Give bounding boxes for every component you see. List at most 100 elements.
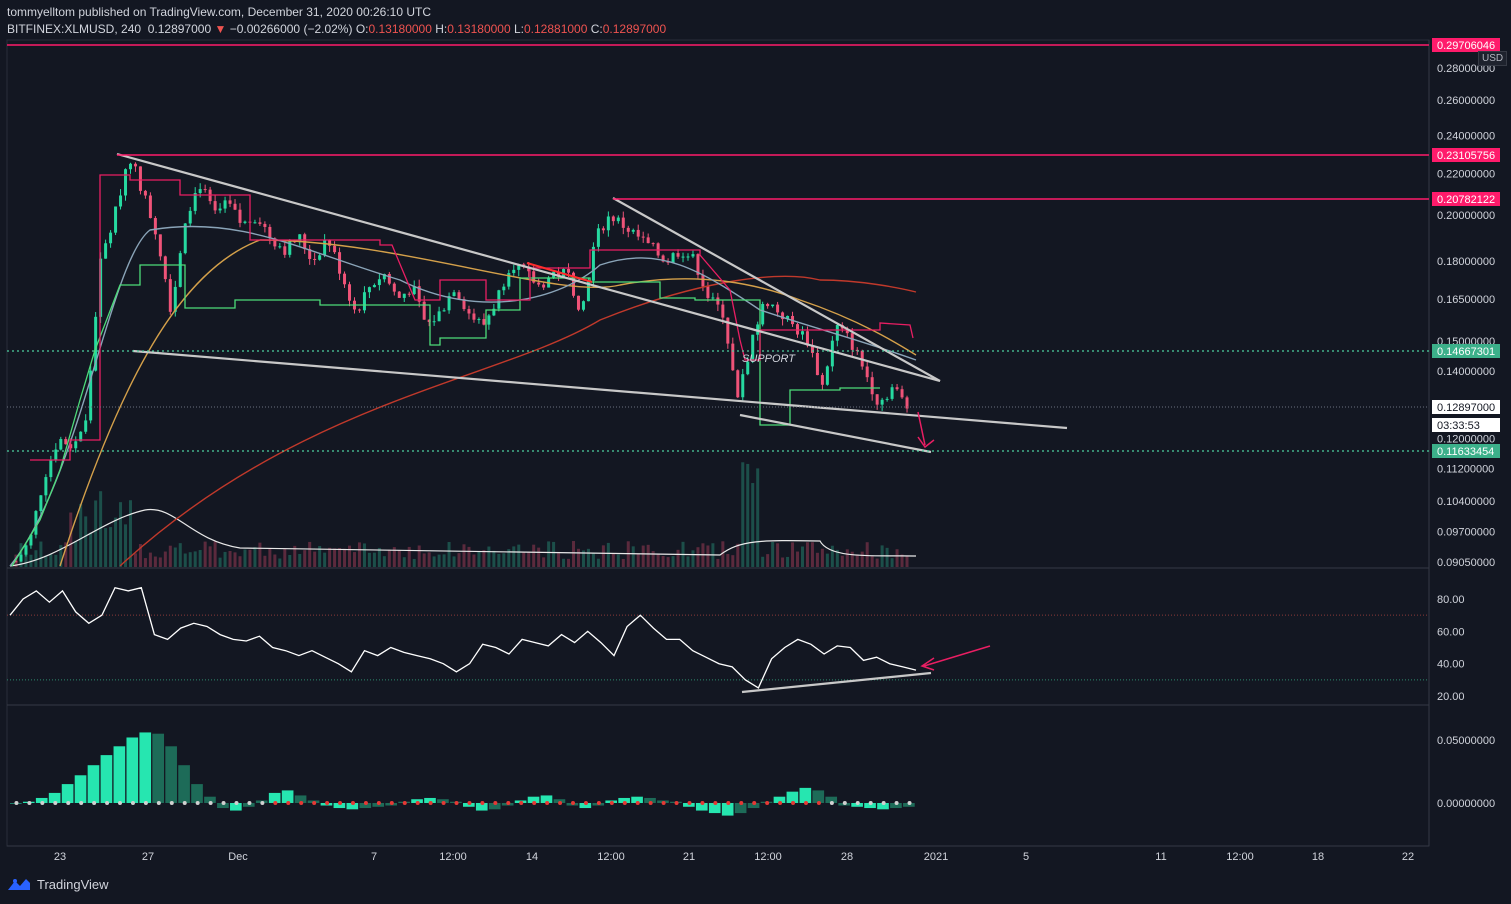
volume-bar bbox=[243, 549, 247, 567]
momentum-dot bbox=[53, 801, 58, 805]
volume-bar bbox=[636, 553, 640, 567]
candle-body bbox=[542, 284, 546, 288]
candle-body bbox=[183, 223, 187, 254]
volume-bar bbox=[527, 551, 531, 567]
candle-body bbox=[39, 495, 43, 512]
candle-body bbox=[681, 256, 685, 258]
volume-bar bbox=[253, 547, 257, 567]
rsi-tick-2: 40.00 bbox=[1437, 659, 1465, 671]
volume-bar bbox=[283, 549, 287, 567]
price-tick-8: 0.14000000 bbox=[1437, 366, 1495, 378]
volume-bar bbox=[348, 545, 352, 567]
volume-bar bbox=[507, 549, 511, 567]
candle-body bbox=[313, 258, 317, 260]
candle-body bbox=[412, 286, 416, 295]
volume-bar bbox=[298, 553, 302, 567]
momentum-dot bbox=[182, 801, 187, 805]
candle-body bbox=[278, 246, 282, 248]
ma-50-line bbox=[59, 239, 917, 567]
momentum-dot bbox=[260, 801, 265, 805]
momentum-dot bbox=[441, 801, 446, 805]
momentum-dot bbox=[40, 801, 45, 805]
volume-bar bbox=[666, 557, 670, 567]
candle-body bbox=[74, 441, 78, 449]
momentum-dot bbox=[583, 801, 588, 805]
candle-body bbox=[805, 331, 809, 346]
volume-bar bbox=[343, 548, 347, 567]
momentum-dot bbox=[648, 801, 653, 805]
price-tick-2: 0.24000000 bbox=[1437, 130, 1495, 142]
candle-body bbox=[343, 273, 347, 285]
candle-body bbox=[218, 208, 222, 211]
time-tick-8: 12:00 bbox=[754, 851, 782, 863]
volume-bar bbox=[124, 524, 128, 567]
volume-bar bbox=[567, 558, 571, 567]
volume-bar bbox=[830, 545, 834, 567]
volume-bar bbox=[457, 553, 461, 567]
candle-body bbox=[193, 193, 197, 211]
volume-bar bbox=[228, 551, 232, 567]
volume-bar bbox=[148, 552, 152, 567]
candle-body bbox=[54, 449, 58, 460]
candle-body bbox=[676, 253, 680, 257]
candle-body bbox=[109, 232, 113, 244]
time-tick-6: 12:00 bbox=[597, 851, 625, 863]
candle-body bbox=[437, 311, 441, 322]
momentum-bar bbox=[424, 797, 436, 803]
volume-bar bbox=[736, 543, 740, 567]
candle-body bbox=[885, 398, 889, 400]
rsi-arrow-icon bbox=[920, 645, 991, 671]
volume-bar bbox=[462, 544, 466, 567]
candle-body bbox=[696, 254, 700, 275]
symbol-label[interactable]: BITFINEX:XLMUSD, 240 bbox=[7, 22, 142, 36]
volume-bar bbox=[417, 545, 421, 567]
trendline-red bbox=[526, 262, 593, 283]
candle-body bbox=[701, 274, 705, 287]
tradingview-footer[interactable]: TradingView bbox=[6, 876, 109, 892]
momentum-bar bbox=[294, 795, 307, 803]
volume-bar bbox=[64, 542, 68, 567]
volume-bar bbox=[119, 502, 123, 567]
volume-bar bbox=[268, 548, 272, 567]
volume-bar bbox=[885, 547, 889, 567]
momentum-bar bbox=[346, 803, 359, 810]
candle-body bbox=[163, 256, 167, 280]
ma-200-line bbox=[119, 275, 917, 567]
momentum-dot bbox=[739, 801, 744, 805]
price-tag-bg-4 bbox=[1432, 400, 1500, 414]
price-tag-bg-3 bbox=[1432, 344, 1500, 358]
candle-body bbox=[487, 315, 491, 325]
price-tag-0: 0.29706046 bbox=[1437, 40, 1495, 52]
rsi-tick-0: 80.00 bbox=[1437, 594, 1465, 606]
candle-body bbox=[800, 331, 804, 335]
candle-body bbox=[213, 201, 217, 211]
candle-body bbox=[825, 366, 829, 385]
momentum-bar bbox=[204, 796, 216, 803]
candle-body bbox=[173, 286, 177, 312]
momentum-bar bbox=[48, 792, 61, 803]
candle-body bbox=[203, 189, 207, 191]
volume-bar bbox=[173, 547, 177, 567]
volume-bar bbox=[233, 552, 237, 567]
volume-bar bbox=[905, 556, 909, 567]
momentum-dot bbox=[27, 801, 32, 805]
candle-body bbox=[591, 246, 595, 281]
currency-badge[interactable]: USD bbox=[1478, 51, 1508, 66]
momentum-tick-0: 0.05000000 bbox=[1437, 735, 1495, 747]
volume-bar bbox=[477, 551, 481, 567]
momentum-dot bbox=[208, 801, 213, 805]
time-axis: 23 27 Dec 7 12:00 14 12:00 21 12:00 28 2021 5 11 12:0… bbox=[54, 851, 1414, 863]
momentum-dot bbox=[66, 801, 71, 805]
candle-body bbox=[188, 210, 192, 224]
price-tick-11: 0.10400000 bbox=[1437, 496, 1495, 508]
high-label: H: bbox=[435, 22, 448, 36]
candle-body bbox=[845, 328, 849, 334]
volume-bar bbox=[601, 545, 605, 567]
candle-body bbox=[492, 308, 496, 316]
price-change: −0.00266000 (−2.02%) bbox=[229, 22, 353, 36]
volume-bar bbox=[203, 541, 207, 567]
candle-body bbox=[318, 255, 322, 260]
candle-body bbox=[706, 286, 710, 298]
price-tick-12: 0.09700000 bbox=[1437, 526, 1495, 538]
